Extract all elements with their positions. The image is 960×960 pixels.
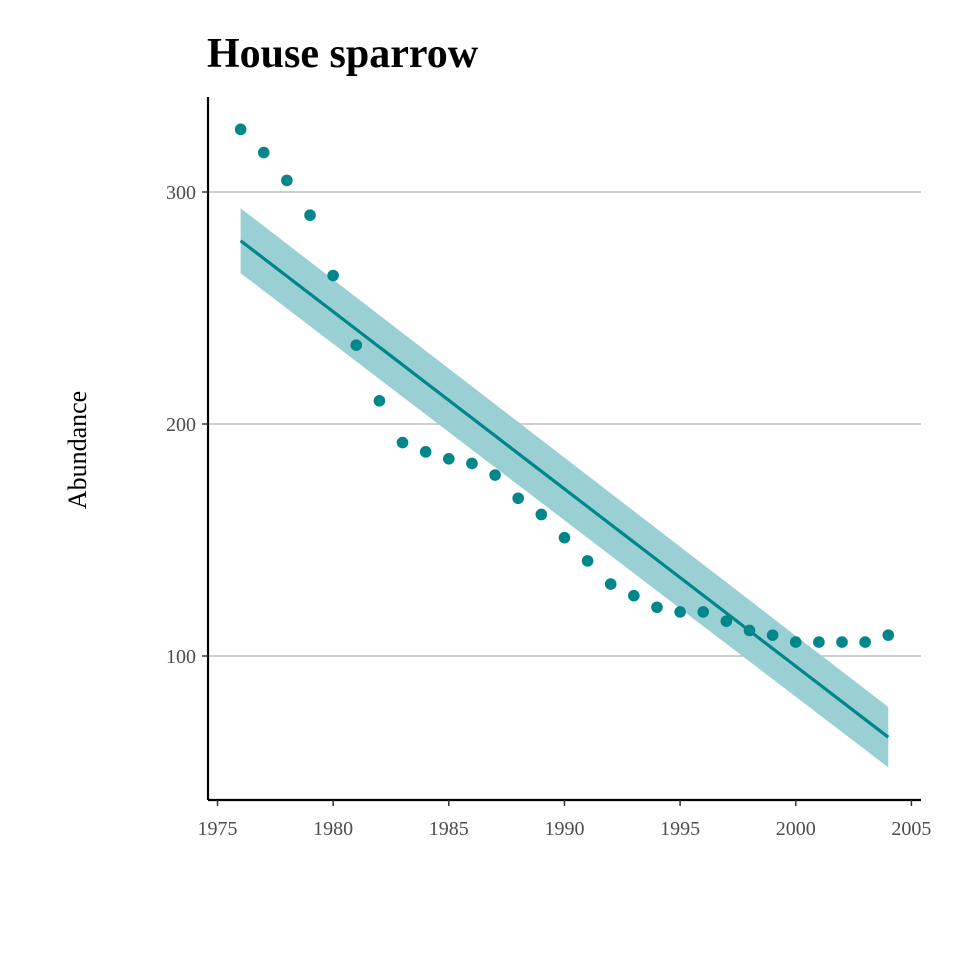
chart-title: House sparrow: [207, 31, 479, 77]
data-point: [304, 209, 316, 221]
data-point: [466, 457, 478, 470]
x-tick-label: 1985: [429, 818, 469, 840]
y-tick-label: 300: [166, 182, 196, 204]
x-tick-label: 1990: [544, 818, 584, 840]
data-point: [766, 629, 779, 641]
data-point: [443, 453, 455, 465]
data-point: [697, 606, 710, 618]
x-tick-label: 2005: [891, 818, 931, 840]
data-point: [651, 601, 663, 614]
x-tick-label: 1995: [660, 818, 700, 840]
data-point: [350, 339, 363, 351]
data-point: [882, 629, 895, 641]
data-point: [581, 555, 594, 567]
data-point: [327, 269, 339, 282]
data-point: [257, 146, 270, 159]
data-point: [859, 636, 871, 648]
data-point: [512, 492, 524, 505]
data-point: [396, 436, 409, 449]
data-point: [535, 508, 548, 521]
data-point: [373, 395, 386, 407]
x-tick-label: 1975: [198, 818, 238, 840]
x-tick-label: 2000: [776, 818, 816, 840]
data-point: [789, 636, 802, 648]
trend-line: [239, 239, 890, 739]
data-point: [604, 578, 617, 590]
y-tick-label: 200: [166, 414, 196, 436]
data-point: [743, 624, 756, 637]
data-point: [720, 615, 733, 627]
y-tick-label: 100: [166, 646, 196, 668]
x-tick-label: 1980: [313, 818, 353, 840]
data-point: [281, 174, 293, 187]
data-point: [558, 531, 571, 544]
data-point: [489, 469, 501, 481]
data-point: [813, 636, 825, 648]
data-point: [836, 636, 848, 648]
data-point: [674, 606, 686, 618]
data-point: [628, 589, 640, 602]
data-point: [419, 446, 432, 458]
data-point: [234, 123, 247, 136]
